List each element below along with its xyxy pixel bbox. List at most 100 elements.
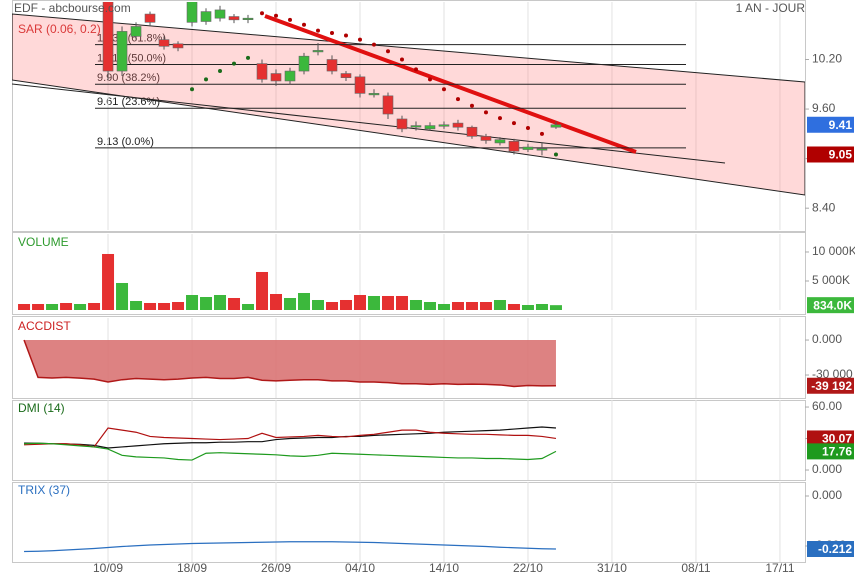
volume-bar bbox=[298, 292, 311, 310]
sar-dot bbox=[316, 28, 321, 33]
volume-bar bbox=[381, 295, 394, 310]
sar-dot bbox=[427, 77, 432, 82]
volume-bar bbox=[312, 299, 325, 310]
candle-body bbox=[480, 136, 492, 141]
candle-body bbox=[466, 126, 478, 137]
panel-plot bbox=[18, 234, 781, 310]
value-badge-label: -39 192 bbox=[811, 379, 852, 393]
candle-body bbox=[550, 124, 562, 128]
candle-body bbox=[228, 16, 240, 21]
volume-bar bbox=[116, 282, 129, 310]
volume-bar bbox=[88, 302, 101, 310]
volume-bar bbox=[158, 302, 171, 310]
fib-label: 10.38 (61.8%) bbox=[97, 33, 166, 45]
candle-body bbox=[368, 93, 380, 96]
sar-dot bbox=[357, 37, 362, 42]
sar-dot bbox=[288, 17, 293, 22]
candle-body bbox=[354, 76, 366, 94]
value-badge bbox=[807, 541, 854, 557]
y-tick-label: 10 000K bbox=[812, 244, 855, 258]
candle-body bbox=[410, 125, 422, 128]
y-tick-label: 0.000 bbox=[812, 462, 842, 476]
volume-bar bbox=[521, 304, 534, 310]
volume-bar bbox=[60, 302, 73, 310]
candle-body bbox=[536, 148, 548, 151]
candle-body bbox=[340, 73, 352, 78]
value-badge bbox=[807, 430, 854, 447]
candle-body bbox=[508, 140, 520, 152]
candle-body bbox=[200, 11, 212, 22]
trend-line bbox=[12, 83, 726, 164]
accdist-line bbox=[23, 339, 556, 388]
accdist-area bbox=[24, 340, 556, 387]
value-badge bbox=[807, 377, 854, 394]
x-tick-label: 22/10 bbox=[513, 561, 543, 575]
candle-body bbox=[102, 2, 114, 72]
sar-dot bbox=[497, 116, 502, 121]
x-tick-label: 04/10 bbox=[345, 561, 375, 575]
candle-body bbox=[424, 125, 436, 130]
candle-body bbox=[312, 50, 324, 53]
candle-body bbox=[116, 31, 128, 72]
sar-dot bbox=[371, 42, 376, 47]
sar-dot bbox=[525, 126, 530, 131]
y-tick-label: 60.00 bbox=[812, 399, 842, 413]
volume-bar bbox=[32, 304, 45, 310]
volume-bar bbox=[130, 300, 143, 310]
volume-bar bbox=[172, 301, 185, 310]
y-tick-label: 9.60 bbox=[812, 101, 836, 115]
x-tick-label: 10/09 bbox=[93, 561, 123, 575]
candle-body bbox=[284, 70, 296, 82]
panel-title: TRIX (37) bbox=[18, 483, 70, 497]
volume-bar bbox=[144, 302, 157, 310]
x-tick-label: 26/09 bbox=[261, 561, 291, 575]
value-badge-label: 17.76 bbox=[822, 445, 852, 459]
candle-body bbox=[452, 122, 464, 128]
y-tick-label: 0.000 bbox=[812, 488, 842, 502]
header-period: 1 AN - JOUR bbox=[736, 1, 806, 15]
value-badge-label: 834.0K bbox=[813, 298, 852, 312]
candle-body bbox=[326, 59, 338, 72]
candle-body bbox=[270, 73, 282, 82]
price-panel bbox=[12, 0, 806, 232]
volume-bar bbox=[451, 301, 464, 310]
value-badge-label: 9.05 bbox=[829, 148, 853, 162]
candle-body bbox=[144, 13, 156, 23]
candle-body bbox=[438, 124, 450, 127]
indicator-line bbox=[24, 541, 556, 553]
sar-dot bbox=[329, 31, 334, 36]
panel-title: VOLUME bbox=[18, 235, 69, 249]
volume-bar bbox=[437, 304, 450, 310]
sar-dot bbox=[455, 97, 460, 102]
volume-bar bbox=[74, 304, 87, 310]
sar-dot bbox=[343, 33, 348, 38]
volume-bar bbox=[242, 304, 255, 310]
candle-body bbox=[522, 146, 534, 150]
overlay: 10.209.609.008.40SAR (0.06, 0.2)10.38 (6… bbox=[18, 22, 855, 575]
volume-bar bbox=[395, 295, 408, 310]
volume-bar bbox=[423, 301, 436, 310]
candle-body bbox=[214, 9, 226, 19]
candle-body bbox=[494, 139, 506, 144]
panel-plot bbox=[12, 2, 805, 230]
sar-dot bbox=[483, 110, 488, 115]
sar-dot bbox=[302, 22, 307, 27]
value-badge bbox=[807, 146, 854, 163]
panel-title: DMI (14) bbox=[18, 401, 65, 415]
dmi-panel bbox=[12, 400, 806, 481]
volume-bar bbox=[339, 299, 352, 310]
value-badge bbox=[807, 443, 854, 460]
volume-bar bbox=[46, 304, 59, 310]
candle-body bbox=[172, 43, 184, 49]
sar-dot bbox=[441, 87, 446, 92]
volume-bar bbox=[549, 305, 562, 310]
volume-bar bbox=[186, 294, 199, 310]
y-tick-label: 5 000K bbox=[812, 273, 850, 287]
sar-dot bbox=[246, 55, 251, 60]
fib-label: 9.90 (38.2%) bbox=[97, 72, 160, 84]
volume-bar bbox=[353, 294, 366, 310]
candle-body bbox=[130, 26, 142, 37]
volume-bar bbox=[256, 271, 269, 310]
x-tick-label: 31/10 bbox=[597, 561, 627, 575]
sar-dot bbox=[190, 87, 195, 92]
